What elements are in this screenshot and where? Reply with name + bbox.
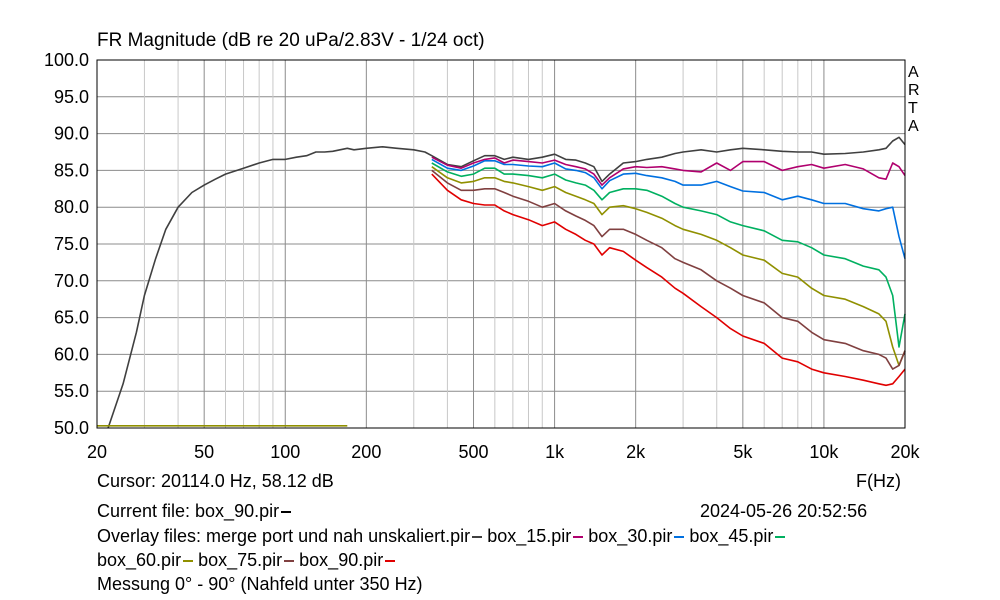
y-tick-label: 50.0 <box>54 418 89 438</box>
overlay-file-1: box_15.pir <box>487 526 572 546</box>
x-tick-label: 20 <box>87 442 107 462</box>
app-label-r: R <box>908 82 920 99</box>
y-tick-label: 85.0 <box>54 160 89 180</box>
x-tick-label: 50 <box>194 442 214 462</box>
overlay-file-4: box_60.pir <box>97 550 182 570</box>
overlay-files-line2: box_60.pir box_75.pir box_90.pir <box>97 549 396 571</box>
x-tick-label: 500 <box>458 442 488 462</box>
current-file: Current file: box_90.pir <box>97 500 292 522</box>
y-tick-label: 75.0 <box>54 234 89 254</box>
app-label-a1: A <box>908 64 919 81</box>
overlay-file-2-mark <box>674 536 685 539</box>
chart-title: FR Magnitude (dB re 20 uPa/2.83V - 1/24 … <box>97 30 485 51</box>
series-line-0 <box>107 136 906 429</box>
timestamp: 2024-05-26 20:52:56 <box>700 501 868 521</box>
cursor-readout: Cursor: 20114.0 Hz, 58.12 dB <box>97 471 334 491</box>
y-tick-label: 60.0 <box>54 344 89 364</box>
overlay-files-line1: Overlay files: merge port und nah unskal… <box>97 525 786 547</box>
series-line-6 <box>431 173 906 387</box>
tick-labels: 100.0 95.0 90.0 85.0 80.0 75.0 70.0 65.0 60.0 55.… <box>44 50 921 462</box>
y-tick-label: 80.0 <box>54 197 89 217</box>
series-line-4 <box>431 166 906 367</box>
x-tick-label: 20k <box>890 442 920 462</box>
series-line-1 <box>431 156 906 186</box>
overlay-file-4-mark <box>183 560 194 563</box>
x-tick-label: 200 <box>351 442 381 462</box>
overlay-file-5-mark <box>284 560 295 563</box>
y-tick-label: 95.0 <box>54 87 89 107</box>
overlay-file-3: box_45.pir <box>689 526 774 546</box>
overlay-file-1-mark <box>573 536 584 539</box>
y-tick-label: 100.0 <box>44 50 89 70</box>
x-tick-label: 1k <box>545 442 565 462</box>
overlay-file-2: box_30.pir <box>588 526 673 546</box>
overlay-file-6-mark <box>385 560 396 563</box>
x-tick-label: 2k <box>626 442 646 462</box>
app-label-t: T <box>908 100 918 117</box>
series-line-5 <box>431 169 906 370</box>
x-tick-label: 10k <box>809 442 839 462</box>
plot-frame <box>96 59 906 429</box>
y-tick-label: 70.0 <box>54 271 89 291</box>
current-file-label: Current file: box_90.pir <box>97 501 280 521</box>
current-file-color-mark <box>281 511 292 514</box>
overlay-file-0: merge port und nah unskaliert.pir <box>206 526 471 546</box>
y-tick-label: 55.0 <box>54 381 89 401</box>
overlay-file-5: box_75.pir <box>198 550 283 570</box>
grid <box>96 59 906 429</box>
series-line-3 <box>431 162 906 348</box>
x-tick-label: 5k <box>733 442 753 462</box>
y-tick-label: 65.0 <box>54 308 89 328</box>
x-tick-label: 100 <box>270 442 300 462</box>
overlay-files-label: Overlay files: <box>97 526 207 546</box>
series-line-2 <box>431 158 906 259</box>
series-layer <box>97 136 906 429</box>
app-label-a2: A <box>908 118 919 135</box>
overlay-file-6: box_90.pir <box>299 550 384 570</box>
y-tick-label: 90.0 <box>54 124 89 144</box>
measurement-note: Messung 0° - 90° (Nahfeld unter 350 Hz) <box>97 574 423 594</box>
overlay-file-3-mark <box>775 536 786 539</box>
x-axis-unit: F(Hz) <box>856 471 901 491</box>
overlay-file-0-mark <box>472 536 483 539</box>
